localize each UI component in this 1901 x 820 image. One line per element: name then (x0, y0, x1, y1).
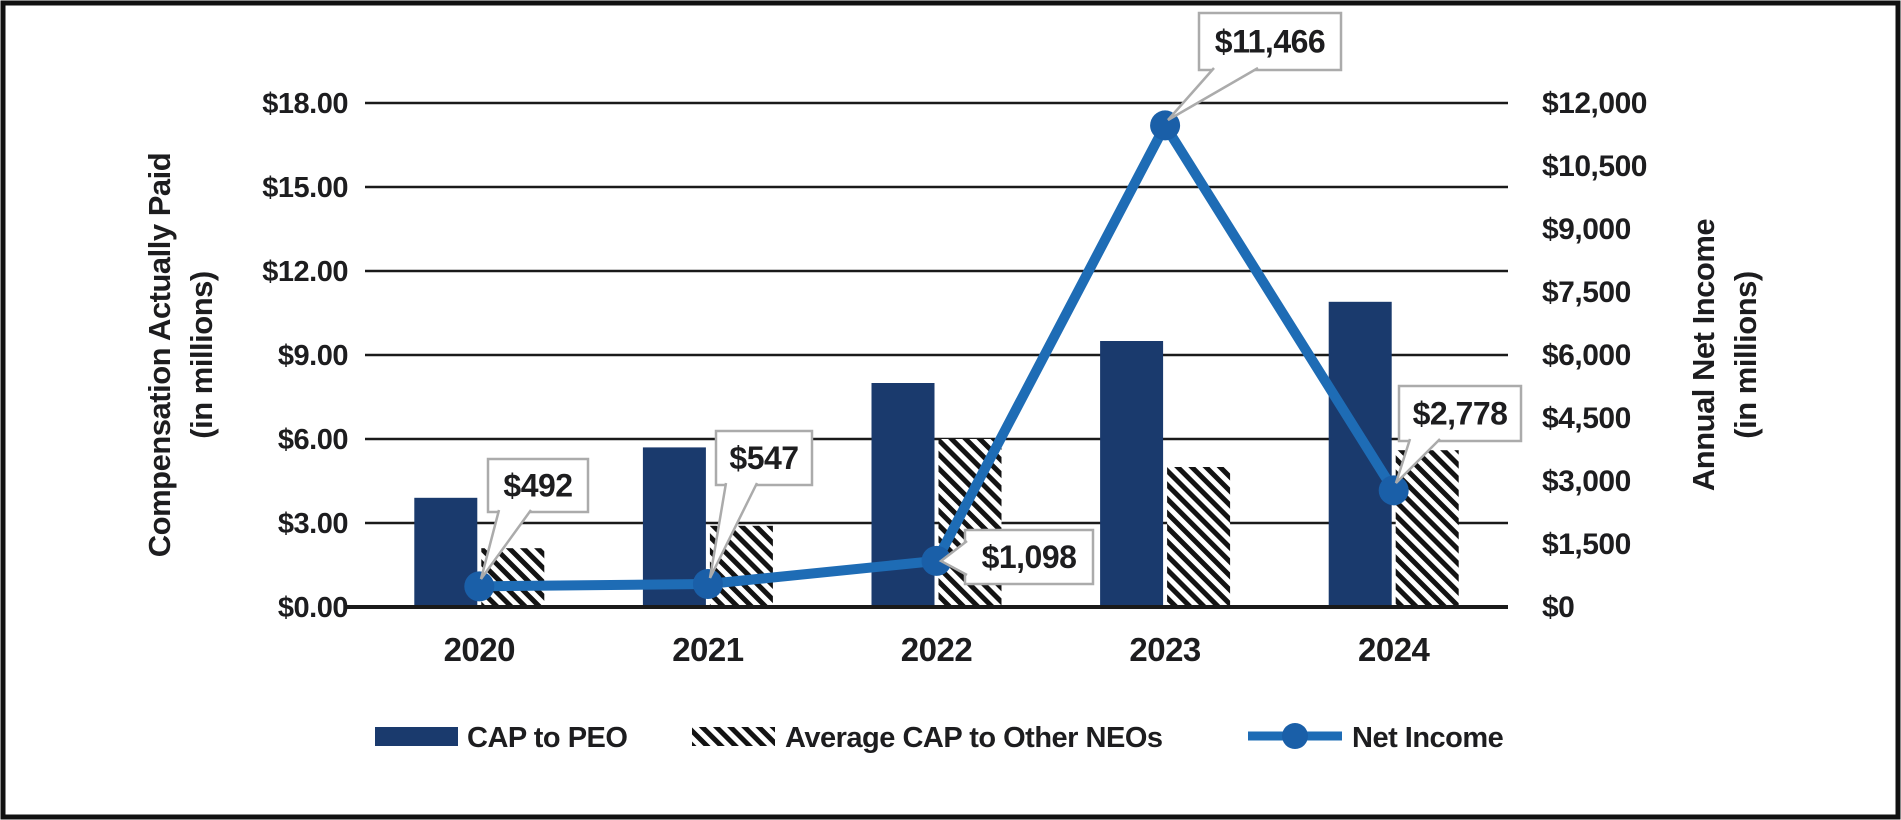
right-axis-tick: $9,000 (1542, 213, 1631, 246)
left-axis-tick: $12.00 (262, 256, 348, 288)
x-axis-label-2023: 2023 (1129, 631, 1201, 668)
x-axis-label-2024: 2024 (1358, 631, 1431, 668)
right-axis-ticks: $0 $1,500 $3,000 $4,500 $6,000 $7,500 $9,000 $1… (1542, 87, 1647, 624)
callout-label: $492 (503, 468, 572, 504)
callout-label: $2,778 (1413, 396, 1508, 432)
x-axis-label-2022: 2022 (901, 631, 973, 668)
right-axis-tick: $12,000 (1542, 87, 1647, 120)
left-axis-tick: $18.00 (262, 88, 348, 120)
callout-tail (1167, 66, 1259, 122)
legend-marker-net-income (1282, 723, 1308, 749)
x-axis-label-2020: 2020 (444, 631, 515, 668)
callout-2024: $2,778 (1394, 384, 1523, 484)
right-axis-tick: $4,500 (1542, 402, 1631, 435)
legend-label-avg-cap-other-neos: Average CAP to Other NEOs (785, 722, 1163, 754)
bar-cap-to-peo-2022 (871, 383, 935, 607)
left-axis-title-line1: Compensation Actually Paid (142, 153, 177, 557)
callout-tail (708, 482, 759, 579)
right-axis-title-line1: Annual Net Income (1686, 219, 1721, 492)
callout-tail (938, 540, 968, 577)
right-axis-title-line2: (in millions) (1728, 271, 1763, 438)
legend-swatch-avg-cap-other-neos (692, 727, 775, 746)
left-axis-title-line2: (in millions) (184, 271, 219, 438)
bar-cap-to-peo-2023 (1100, 341, 1164, 607)
right-axis-tick: $6,000 (1542, 339, 1631, 372)
x-axis-label-2021: 2021 (672, 631, 744, 668)
legend-swatch-cap-to-peo (375, 727, 458, 746)
left-axis-tick: $6.00 (278, 424, 348, 456)
bar-cap-to-peo-2024 (1328, 301, 1392, 607)
left-axis-tick: $3.00 (278, 508, 348, 540)
legend-label-cap-to-peo: CAP to PEO (467, 722, 627, 754)
gridlines (365, 101, 1508, 525)
left-axis-tick: $0.00 (278, 592, 348, 624)
callout-label: $11,466 (1215, 24, 1325, 60)
right-axis-tick: $10,500 (1542, 150, 1647, 183)
callout-label: $1,098 (982, 539, 1077, 575)
legend-label-net-income: Net Income (1352, 722, 1504, 754)
bar-avg-cap-other-neos-2024 (1395, 450, 1459, 607)
callout-box (486, 457, 590, 514)
net-income-marker-2021 (692, 569, 723, 600)
right-axis-tick: $3,000 (1542, 465, 1631, 498)
callout-2020: $492 (479, 457, 590, 580)
callout-box (1397, 384, 1523, 443)
right-axis-tick: $1,500 (1542, 528, 1631, 561)
left-axis-tick: $15.00 (262, 172, 348, 204)
legend: CAP to PEO Average CAP to Other NEOs Net I… (375, 722, 1504, 754)
x-axis-labels: 2020 2021 2022 2023 2024 (444, 631, 1431, 668)
net-income-marker-2024 (1378, 475, 1409, 506)
callout-2023: $11,466 (1167, 11, 1343, 122)
right-axis-tick: $0 (1542, 591, 1574, 624)
net-income-marker-2022 (921, 545, 952, 576)
callout-tail (479, 509, 533, 580)
bar-avg-cap-other-neos-2023 (1167, 467, 1231, 607)
callout-label: $547 (729, 440, 798, 476)
left-axis-ticks: $0.00 $3.00 $6.00 $9.00 $12.00 $15.00 $18.00 (262, 88, 348, 624)
callout-2022: $1,098 (938, 528, 1095, 586)
callout-tail (1394, 438, 1441, 484)
callout-box (714, 429, 814, 487)
callout-2021: $547 (708, 429, 814, 579)
left-axis-tick: $9.00 (278, 340, 348, 372)
net-income-marker-2020 (464, 571, 495, 602)
callout-box (1197, 11, 1343, 72)
right-axis-tick: $7,500 (1542, 276, 1631, 309)
